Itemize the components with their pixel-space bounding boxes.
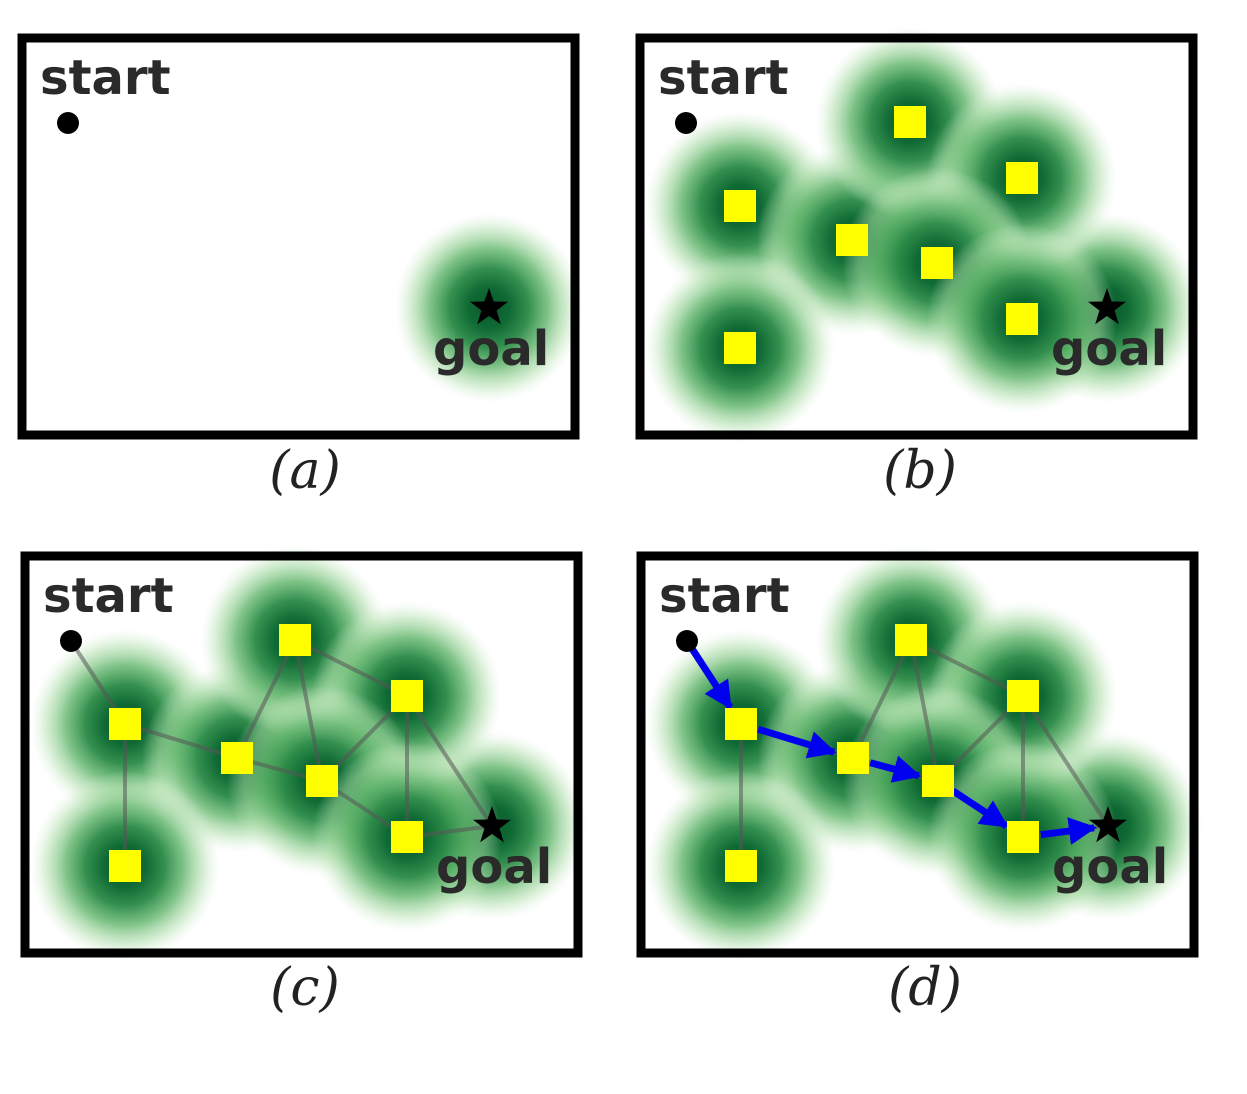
panel-caption: (c) <box>270 958 340 1018</box>
graph-edge <box>851 639 913 759</box>
node-square-icon <box>1006 162 1038 194</box>
goal-star-icon <box>1088 288 1126 325</box>
goal-label: goal <box>436 839 552 895</box>
goal-label: goal <box>1052 839 1168 895</box>
graph-edge <box>910 638 1024 698</box>
panel-c: start goal (c) <box>20 545 587 1018</box>
goal-label: goal <box>433 321 549 377</box>
start-dot-icon <box>676 630 698 652</box>
panel-b: start goal (b) <box>635 27 1202 501</box>
goal-label: goal <box>1051 321 1167 377</box>
node-square-icon <box>895 624 927 656</box>
start-label: start <box>40 50 171 106</box>
node-square-icon <box>306 765 338 797</box>
graph-edge <box>909 639 940 782</box>
node-layer <box>109 624 423 882</box>
node-square-icon <box>391 680 423 712</box>
node-square-icon <box>894 106 926 138</box>
node-square-icon <box>279 624 311 656</box>
start-dot-icon <box>57 112 79 134</box>
node-square-icon <box>109 708 141 740</box>
panel-frame <box>20 551 583 958</box>
panel-caption: (a) <box>269 441 341 501</box>
node-square-icon <box>109 850 141 882</box>
node-square-icon <box>725 708 757 740</box>
panel-d: start goal (d) <box>636 545 1203 1018</box>
start-dot-icon <box>60 630 82 652</box>
graph-edge <box>294 638 408 698</box>
graph-edge <box>1021 694 1110 828</box>
path-arrow <box>688 645 734 710</box>
start-dot-icon <box>675 112 697 134</box>
node-square-icon <box>725 850 757 882</box>
path-layer <box>688 645 1097 845</box>
node-layer <box>725 624 1039 882</box>
path-arrow <box>757 725 837 759</box>
start-label: start <box>43 568 174 624</box>
panel-caption: (b) <box>883 441 957 501</box>
start-label: start <box>658 50 789 106</box>
path-arrow <box>1040 817 1097 845</box>
node-square-icon <box>1007 680 1039 712</box>
path-arrow <box>951 787 1009 829</box>
goal-star-icon <box>470 288 508 325</box>
node-square-icon <box>921 247 953 279</box>
node-square-icon <box>221 742 253 774</box>
panel-frame <box>17 33 580 440</box>
node-square-icon <box>836 224 868 256</box>
node-layer <box>724 106 1038 364</box>
graph-edge <box>235 639 297 759</box>
path-arrow <box>869 755 922 783</box>
panel-a: start goal (a) <box>17 33 584 501</box>
panel-frame <box>636 551 1199 958</box>
node-square-icon <box>1006 303 1038 335</box>
node-square-icon <box>391 821 423 853</box>
goal-star-icon <box>473 806 511 843</box>
goal-star-icon <box>1089 806 1127 843</box>
node-square-icon <box>724 332 756 364</box>
node-square-icon <box>1007 821 1039 853</box>
node-square-icon <box>837 742 869 774</box>
panel-caption: (d) <box>888 958 962 1018</box>
node-square-icon <box>922 765 954 797</box>
graph-edge <box>405 694 494 828</box>
panel-frame <box>635 33 1198 440</box>
graph-edge <box>293 639 324 782</box>
graph-edge <box>124 722 238 760</box>
start-label: start <box>659 568 790 624</box>
node-square-icon <box>724 190 756 222</box>
